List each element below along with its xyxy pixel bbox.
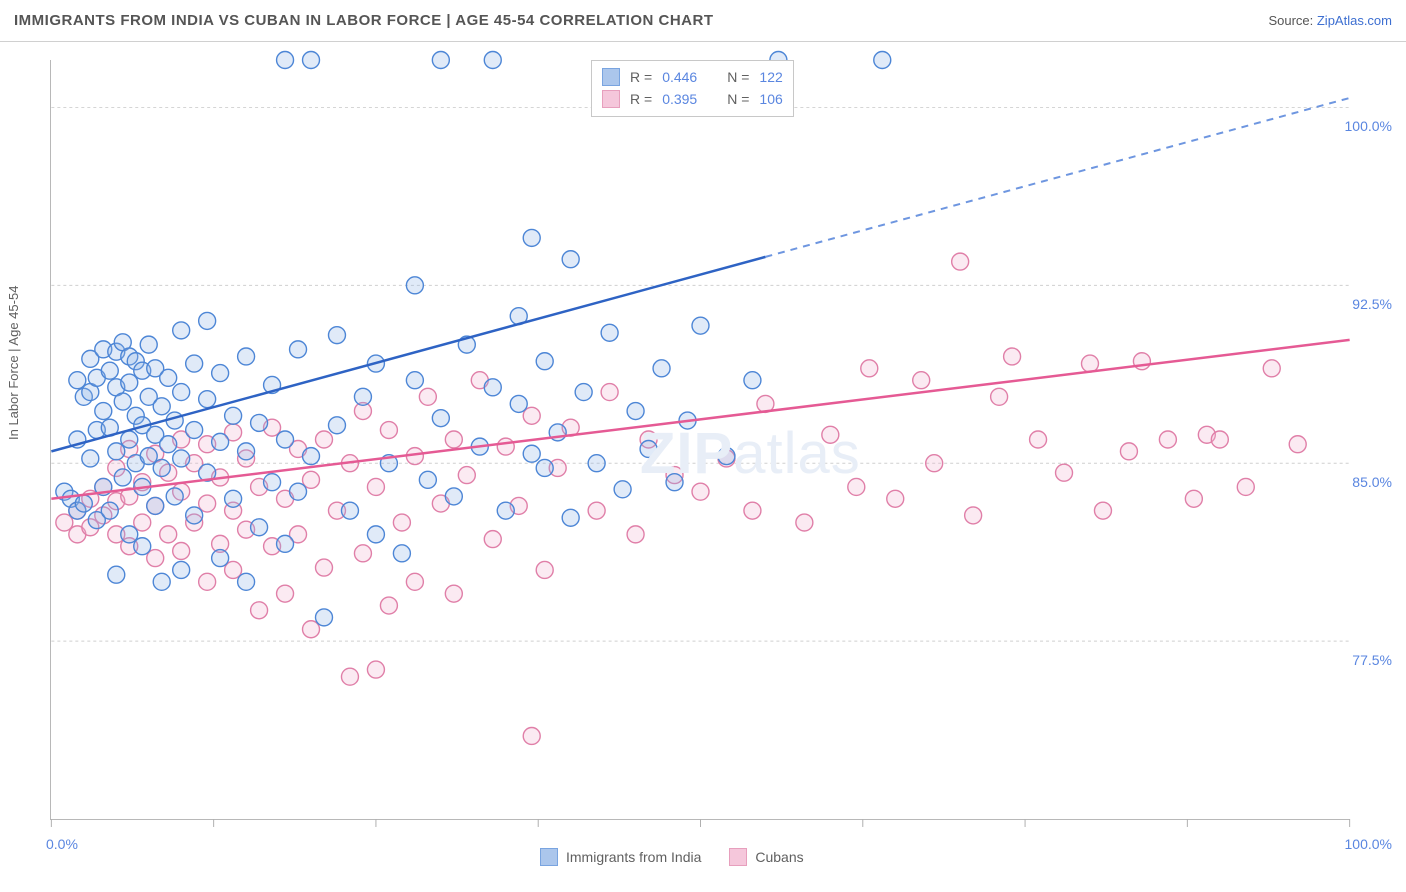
legend-india-N-value: 122 (759, 69, 782, 85)
source-attribution: Source: ZipAtlas.com (1268, 13, 1392, 28)
chart-title: IMMIGRANTS FROM INDIA VS CUBAN IN LABOR … (14, 12, 714, 29)
legend-label-india: Immigrants from India (566, 849, 701, 865)
legend-cuban-R-value: 0.395 (662, 91, 697, 107)
legend-cuban-N-value: 106 (759, 91, 782, 107)
y-tick-label: 100.0% (1345, 118, 1392, 134)
header: IMMIGRANTS FROM INDIA VS CUBAN IN LABOR … (0, 0, 1406, 42)
legend-series: Immigrants from India Cubans (540, 848, 804, 866)
legend-N-label: N = (727, 91, 749, 107)
y-tick-label: 92.5% (1352, 296, 1392, 312)
legend-N-label: N = (727, 69, 749, 85)
swatch-cuban (729, 848, 747, 866)
legend-item-cuban: Cubans (729, 848, 803, 866)
chart-plot-area: R = 0.446 N = 122 R = 0.395 N = 106 (50, 60, 1350, 820)
legend-label-cuban: Cubans (755, 849, 803, 865)
legend-row-cuban: R = 0.395 N = 106 (602, 88, 783, 110)
x-axis-min-label: 0.0% (46, 836, 78, 852)
legend-row-india: R = 0.446 N = 122 (602, 66, 783, 88)
legend-R-label: R = (630, 69, 652, 85)
y-axis-label: In Labor Force | Age 45-54 (6, 286, 21, 440)
source-link[interactable]: ZipAtlas.com (1317, 13, 1392, 28)
chart-svg (51, 60, 1350, 819)
swatch-india (602, 68, 620, 86)
legend-item-india: Immigrants from India (540, 848, 701, 866)
legend-correlation-box: R = 0.446 N = 122 R = 0.395 N = 106 (591, 60, 794, 117)
swatch-india (540, 848, 558, 866)
source-prefix: Source: (1268, 13, 1316, 28)
legend-R-label: R = (630, 91, 652, 107)
legend-india-R-value: 0.446 (662, 69, 697, 85)
swatch-cuban (602, 90, 620, 108)
y-tick-label: 77.5% (1352, 652, 1392, 668)
x-axis-max-label: 100.0% (1345, 836, 1392, 852)
y-tick-label: 85.0% (1352, 474, 1392, 490)
